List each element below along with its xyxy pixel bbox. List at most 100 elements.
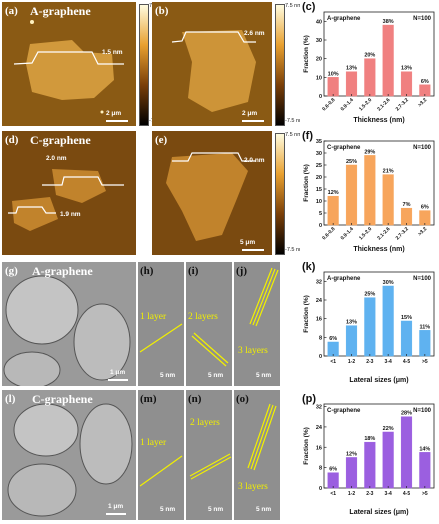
y-tick-label: 0 (319, 223, 322, 229)
plot-frame (323, 403, 435, 489)
y-tick-label: 35 (316, 139, 322, 145)
panel-letter: (k) (302, 261, 316, 273)
tem-image-g: (g) A-graphene 1 μm (2, 262, 136, 386)
sample-count: N=100 (413, 16, 432, 22)
bar-value-label: 15% (401, 315, 412, 321)
y-tick-label: 0 (319, 94, 322, 100)
lattice-fringe-line (139, 455, 183, 487)
panel-letter: (a) (5, 5, 18, 17)
lateral-size-chart-c-graphene: (p) C-graphene N=100 0 8 16 24 32 6% <1 12% 1-2 18% 2… (300, 392, 438, 520)
lattice-fringe-line (139, 323, 183, 353)
flake-shape (13, 20, 124, 114)
bar-value-label: 6% (329, 336, 337, 342)
y-axis-title: Fraction (%) (303, 35, 310, 73)
x-axis-title: Thickness (nm) (353, 246, 404, 253)
bar-value-label: 13% (346, 66, 357, 72)
sample-count: N=100 (413, 408, 432, 414)
height-label: 2.6 nm (244, 30, 265, 37)
panel-letter: (e) (155, 134, 168, 146)
bar-value-label: 28% (401, 411, 412, 417)
bar (364, 297, 376, 357)
x-tick-label: >3.2 (417, 226, 428, 237)
flake-shape (3, 275, 131, 386)
layer-label: 1 layer (140, 438, 167, 448)
y-tick-label: 16 (316, 317, 322, 323)
hrtem-image-h: (h) 1 layer 5 nm (138, 262, 184, 386)
panel-title: C-graphene (32, 392, 93, 406)
bar-value-label: 25% (364, 292, 375, 298)
y-tick-label: 24 (316, 425, 323, 431)
scale-bar (108, 379, 128, 381)
lattice-fringe-line (191, 332, 229, 367)
bar-value-label: 12% (328, 190, 339, 196)
panel-letter: (n) (188, 393, 202, 405)
scale-label: 5 nm (256, 506, 272, 513)
x-axis-title: Thickness (nm) (353, 117, 404, 124)
layer-label: 2 layers (190, 418, 220, 428)
bar (419, 330, 431, 357)
y-tick-label: 32 (316, 279, 322, 285)
panel-letter: (j) (236, 265, 247, 277)
color-scale-bar (275, 4, 285, 126)
y-tick-label: 20 (316, 57, 322, 63)
panel-letter: (i) (188, 265, 199, 277)
panel-letter: (d) (5, 134, 19, 146)
y-tick-label: 40 (316, 19, 322, 25)
x-tick-label: <1 (330, 491, 336, 497)
plot-frame (323, 140, 435, 226)
bar (327, 472, 339, 489)
bar (400, 320, 413, 357)
x-tick-label: 1-2 (348, 491, 355, 497)
x-tick-label: >5 (422, 359, 428, 365)
y-axis-title: Fraction (%) (303, 295, 310, 333)
bar (400, 71, 413, 97)
scale-label: 1 μm (108, 503, 124, 510)
sample-count: N=100 (413, 145, 432, 151)
bar (345, 457, 358, 489)
flake-shape (8, 169, 124, 231)
bar (345, 325, 358, 357)
bar (345, 71, 358, 97)
bar-value-label: 13% (401, 66, 412, 72)
bar-value-label: 30% (383, 280, 394, 286)
y-tick-label: 8 (319, 466, 322, 472)
y-axis-title: Fraction (%) (303, 164, 310, 202)
panel-letter: (l) (5, 393, 16, 405)
height-label: 2.0 nm (46, 155, 67, 162)
x-tick-label: 3-4 (385, 359, 392, 365)
bar (419, 452, 431, 489)
lattice-fringe-line (189, 453, 232, 480)
scale-label: 1 μm (110, 369, 126, 376)
bar-value-label: 14% (419, 446, 430, 452)
chart-series-label: C-graphene (327, 145, 361, 151)
y-tick-label: 24 (316, 298, 323, 304)
x-tick-label: <1 (330, 359, 336, 365)
flake-shape (7, 403, 133, 517)
bar (327, 195, 339, 226)
y-tick-label: 0 (319, 354, 322, 360)
y-tick-label: 8 (319, 335, 322, 341)
layer-label: 3 layers (238, 346, 268, 356)
panel-letter: (o) (236, 393, 249, 405)
bar-value-label: 12% (346, 451, 357, 457)
scale-bar (106, 120, 128, 122)
thickness-chart-a-graphene: (c)A-graphene N=10001020304010%0.6-0.813%… (300, 0, 438, 128)
bar-value-label: 13% (346, 320, 357, 326)
bar-value-label: 10% (328, 71, 339, 77)
bar (400, 207, 413, 226)
bar (400, 416, 413, 489)
x-tick-label: 1-2 (348, 359, 355, 365)
x-axis-title: Lateral sizes (μm) (349, 509, 408, 516)
chart-series-label: A-graphene (327, 16, 361, 22)
panel-letter: (b) (155, 5, 169, 17)
flake-shape (171, 30, 256, 112)
y-tick-label: 15 (316, 187, 322, 193)
bar-value-label: 7% (403, 202, 411, 208)
lattice-fringe-line (247, 403, 277, 471)
tem-image-l: (l) C-graphene 1 μm (2, 390, 136, 520)
x-tick-label: 4-5 (403, 359, 410, 365)
panel-title: A-graphene (30, 4, 91, 18)
panel-letter: (m) (140, 393, 157, 405)
panel-letter: (h) (140, 265, 154, 277)
afm-image-d: (d) C-graphene 2.0 nm 1.9 nm (2, 131, 136, 255)
